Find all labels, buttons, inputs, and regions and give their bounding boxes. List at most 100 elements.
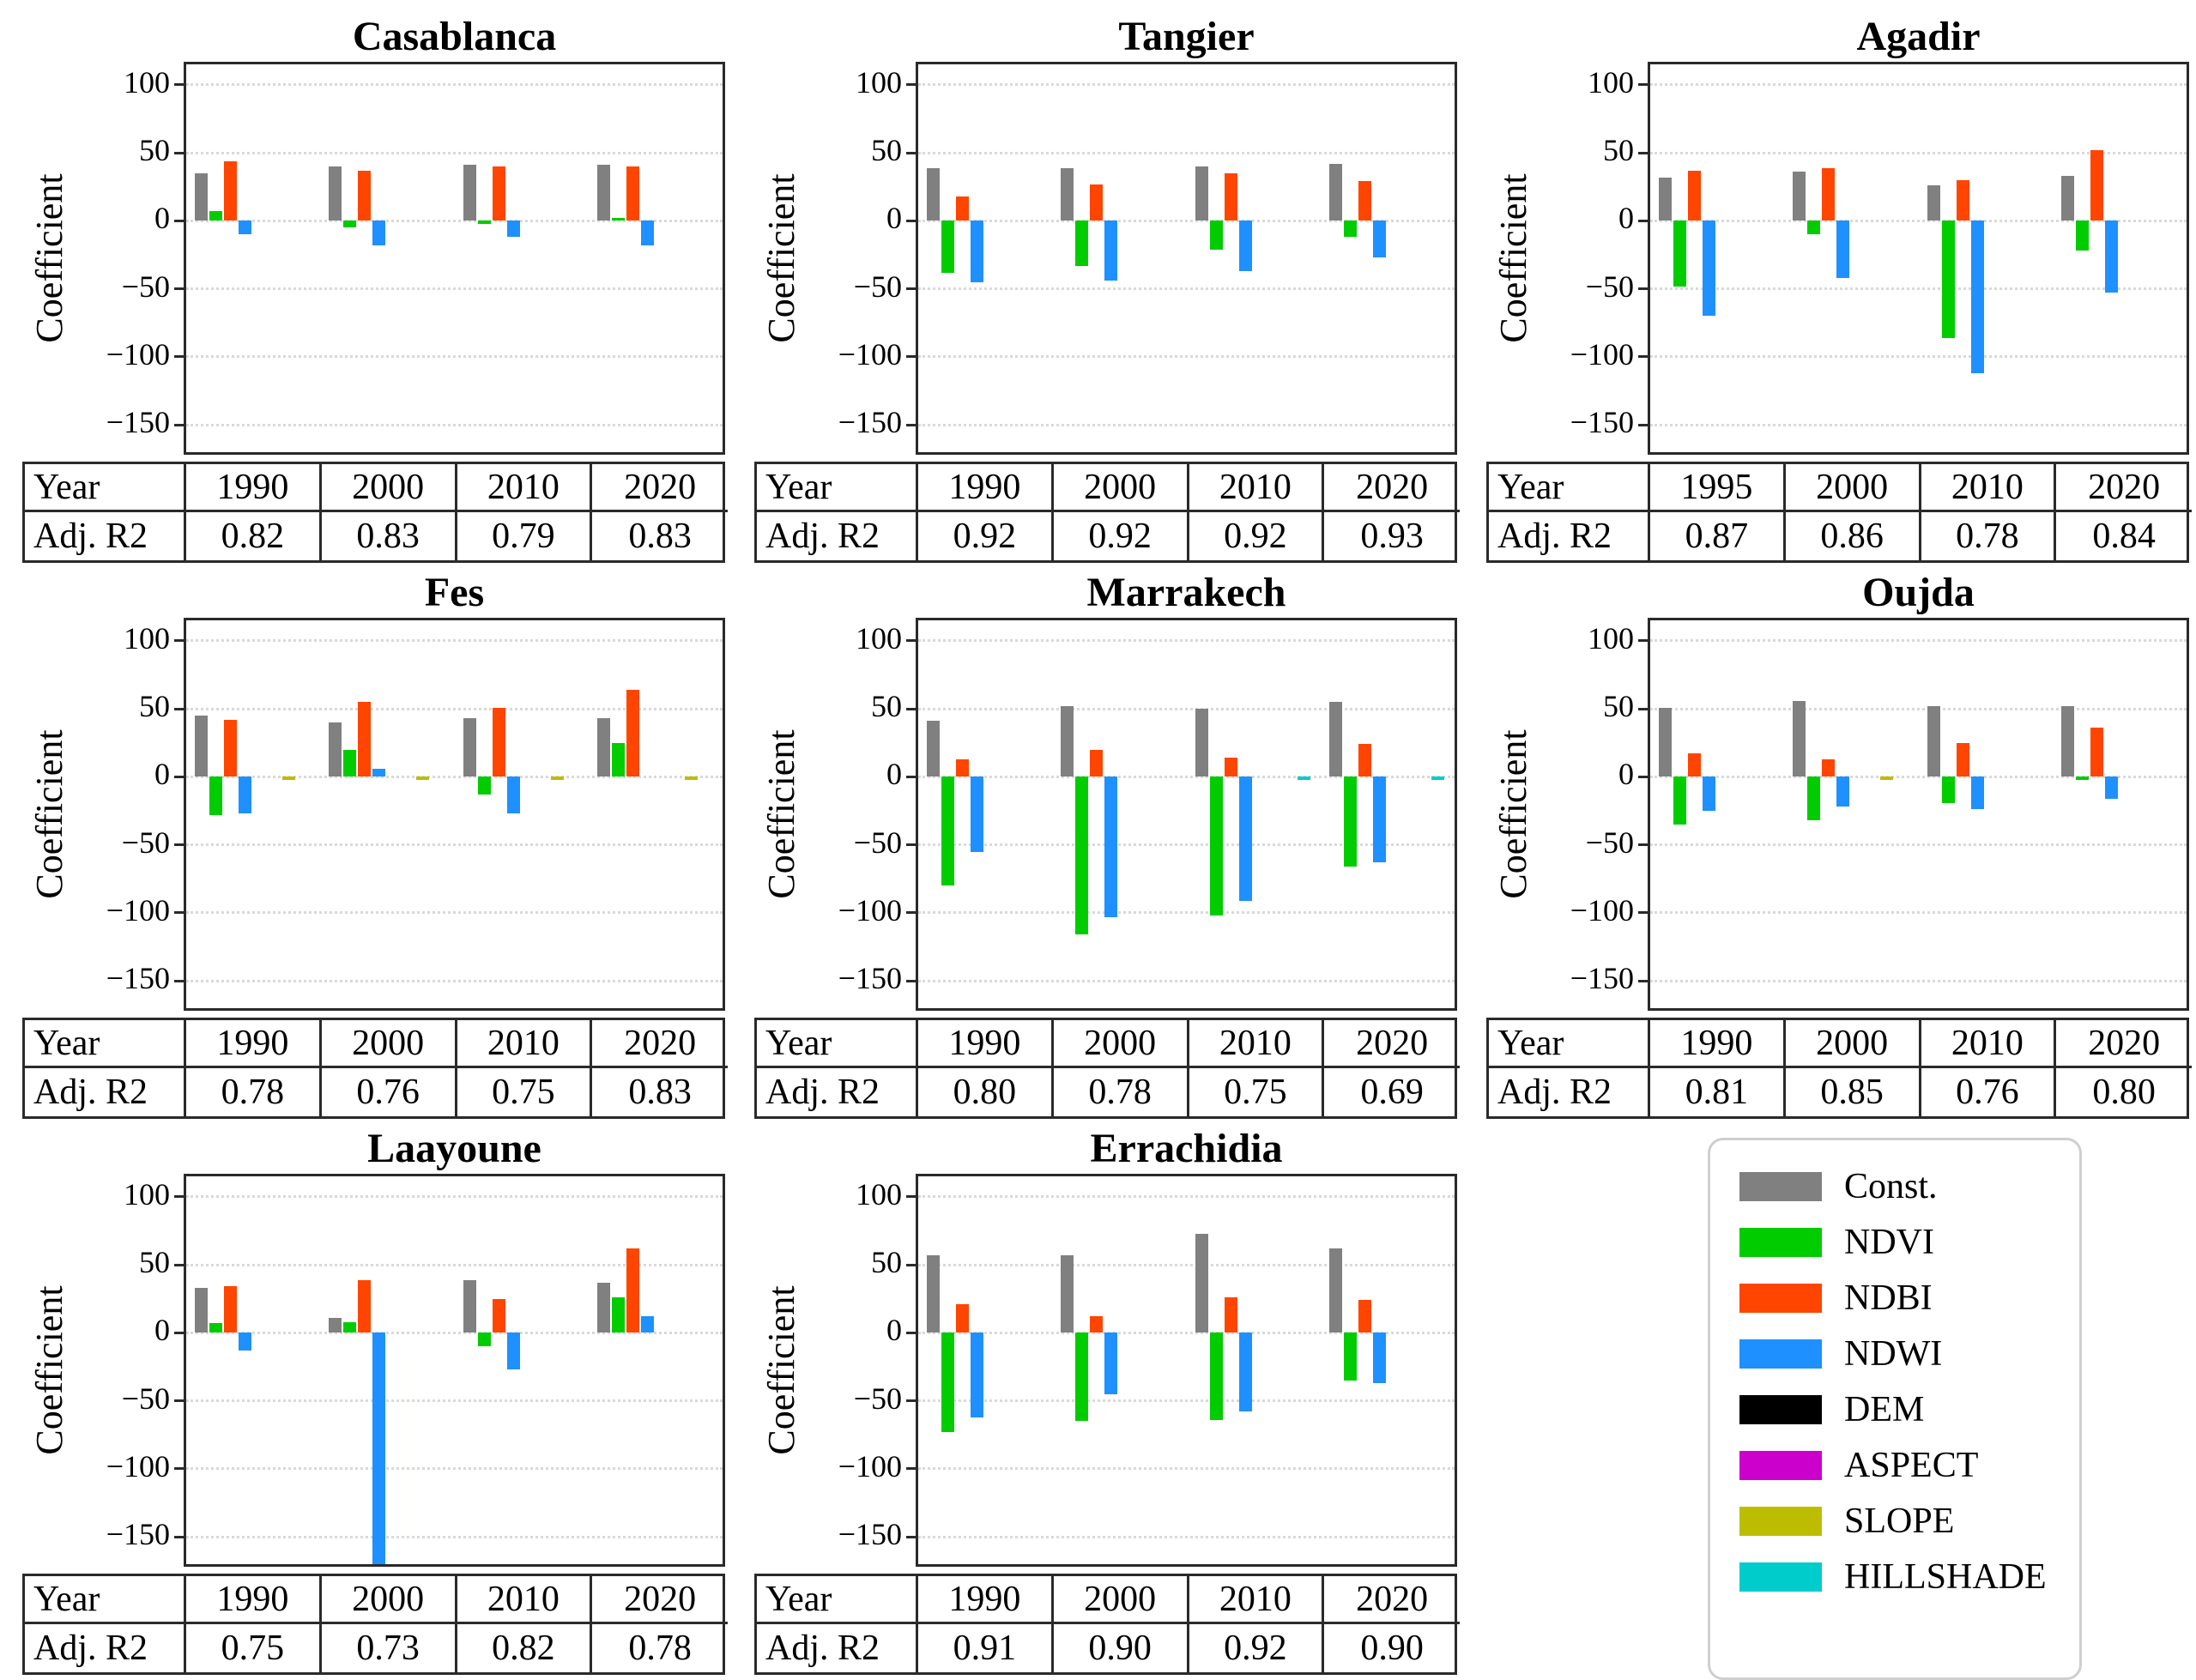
plot-row: Coefficient 100 50 0 −50 −100 −150 — [754, 62, 1486, 455]
plot-area — [174, 62, 725, 455]
bar-const-2000 — [1793, 700, 1806, 777]
bar-const-1990 — [927, 721, 940, 777]
axis-tick-mark — [174, 707, 186, 710]
table-header-year: Year — [757, 1020, 918, 1068]
bar-ndbi-2010 — [1224, 758, 1237, 777]
plot-row: Coefficient 100 50 0 −50 −100 −150 — [1486, 62, 2196, 455]
stats-table: Year 1990 2000 2010 2020 Adj. R2 0.78 0.76 0.75 0… — [22, 1018, 728, 1119]
stats-table: Year 1990 2000 2010 2020 Adj. R2 0.81 0.85 0.76 0… — [1486, 1018, 2192, 1119]
gridline — [186, 1467, 723, 1471]
axis-tick-mark — [1638, 979, 1650, 982]
gridline — [1650, 287, 2187, 291]
y-tick-label: −150 — [106, 1517, 170, 1552]
y-tick-label: 100 — [124, 1176, 170, 1212]
y-tick-label: −100 — [106, 336, 170, 372]
bar-ndwi-2020 — [640, 1316, 654, 1333]
bar-ndbi-2000 — [1090, 184, 1104, 221]
bar-ndbi-1990 — [224, 1286, 237, 1333]
table-year-value: 1990 — [186, 464, 322, 512]
legend-label: NDBI — [1844, 1278, 1933, 1318]
bar-ndbi-2010 — [1224, 1297, 1237, 1333]
y-tick-label: 50 — [139, 1245, 170, 1280]
y-tick-label: −100 — [1570, 336, 1634, 372]
axis-tick-mark — [906, 843, 918, 847]
table-year-value: 1990 — [186, 1576, 322, 1624]
y-axis-label-text: Coefficient — [1492, 729, 1534, 899]
bar-const-1995 — [1659, 177, 1672, 221]
table-year-value: 1995 — [1650, 464, 1786, 512]
gridline — [186, 979, 723, 982]
axis-tick-mark — [906, 1331, 918, 1334]
table-adj-r2-value: 0.79 — [457, 512, 593, 560]
bar-ndvi-2020 — [1343, 1333, 1357, 1381]
axis-tick-mark — [906, 979, 918, 982]
gridline — [1650, 843, 2187, 847]
bar-ndvi-1990 — [209, 1323, 222, 1333]
bar-slope-2020 — [684, 777, 698, 780]
table-year-value: 2020 — [1324, 1020, 1460, 1068]
plot-area — [906, 1174, 1457, 1567]
table-header-year: Year — [757, 1576, 918, 1624]
gridline — [186, 1263, 723, 1266]
gridline — [918, 287, 1455, 291]
axis-tick-mark — [1638, 639, 1650, 643]
bar-ndwi-2010 — [1238, 221, 1252, 272]
y-tick-label: −50 — [121, 825, 170, 860]
table-adj-r2-value: 0.91 — [918, 1624, 1054, 1672]
table-year-value: 2020 — [2056, 464, 2192, 512]
bar-const-1990 — [195, 172, 208, 221]
bar-const-2000 — [1061, 167, 1074, 221]
axis-tick-mark — [906, 1195, 918, 1199]
gridline — [1650, 83, 2187, 87]
bar-hillshade-2010 — [1297, 777, 1310, 780]
table-adj-r2-value: 0.92 — [1189, 512, 1325, 560]
y-tick-label: 100 — [124, 64, 170, 100]
y-tick-label: −50 — [121, 1381, 170, 1416]
bar-ndvi-2000 — [1807, 221, 1821, 235]
chart-title: Casablanca — [352, 14, 557, 59]
chart-title: Oujda — [1862, 570, 1975, 615]
table-adj-r2-value: 0.75 — [186, 1624, 322, 1672]
gridline — [918, 151, 1455, 154]
bar-const-2020 — [2060, 705, 2074, 777]
y-tick-label: −100 — [1570, 892, 1634, 928]
gridline — [918, 423, 1455, 426]
bar-ndvi-2010 — [477, 777, 491, 795]
legend-label: HILLSHADE — [1844, 1557, 2047, 1597]
bar-const-2010 — [1927, 185, 1940, 221]
bar-ndbi-2000 — [358, 1279, 372, 1333]
bar-ndvi-1990 — [941, 1333, 954, 1433]
legend-swatch-ndbi — [1739, 1284, 1822, 1313]
y-tick-label: −50 — [1585, 269, 1634, 304]
y-tick-labels: 100 50 0 −50 −100 −150 — [72, 1174, 184, 1567]
y-tick-label: −150 — [1570, 405, 1634, 440]
table-adj-r2-value: 0.78 — [628, 1629, 692, 1668]
chart-panel-casablanca: Casablanca Coefficient 100 50 0 −50 −100 −150 Ye… — [22, 12, 754, 568]
bar-ndbi-2000 — [1090, 1316, 1104, 1333]
bar-ndvi-1990 — [941, 777, 954, 886]
table-header-adj-r2: Adj. R2 — [757, 1068, 918, 1116]
gridline — [186, 1331, 723, 1334]
bar-ndbi-2020 — [626, 1248, 639, 1333]
table-year-value: 2010 — [1189, 1020, 1325, 1068]
bar-const-2020 — [596, 165, 610, 221]
y-tick-label: 100 — [856, 620, 902, 656]
y-tick-label: 100 — [124, 620, 170, 656]
axis-tick-mark — [174, 83, 186, 87]
bar-ndbi-2010 — [1224, 172, 1237, 221]
chart-panel-fes: Fes Coefficient 100 50 0 −50 −100 −150 Year 1990 2… — [22, 568, 754, 1124]
bar-ndbi-1990 — [1688, 753, 1701, 777]
chart-panel-marrakech: Marrakech Coefficient 100 50 0 −50 −100 −150 Yea… — [754, 568, 1486, 1124]
bar-const-2020 — [596, 718, 610, 777]
chart-panel-laayoune: Laayoune Coefficient 100 50 0 −50 −100 −150 Year… — [22, 1124, 754, 1680]
table-header-adj-r2: Adj. R2 — [25, 1068, 186, 1116]
bar-ndvi-2020 — [2075, 221, 2089, 251]
y-tick-labels: 100 50 0 −50 −100 −150 — [72, 618, 184, 1011]
chart-panel-oujda: Oujda Coefficient 100 50 0 −50 −100 −150 Year 199… — [1486, 568, 2196, 1124]
table-year-value: 2010 — [1921, 1020, 2057, 1068]
bar-ndbi-2010 — [492, 1298, 505, 1333]
gridline — [1650, 707, 2187, 710]
y-axis-label: Coefficient — [1486, 618, 1536, 1011]
bar-ndbi-2020 — [1358, 181, 1371, 221]
